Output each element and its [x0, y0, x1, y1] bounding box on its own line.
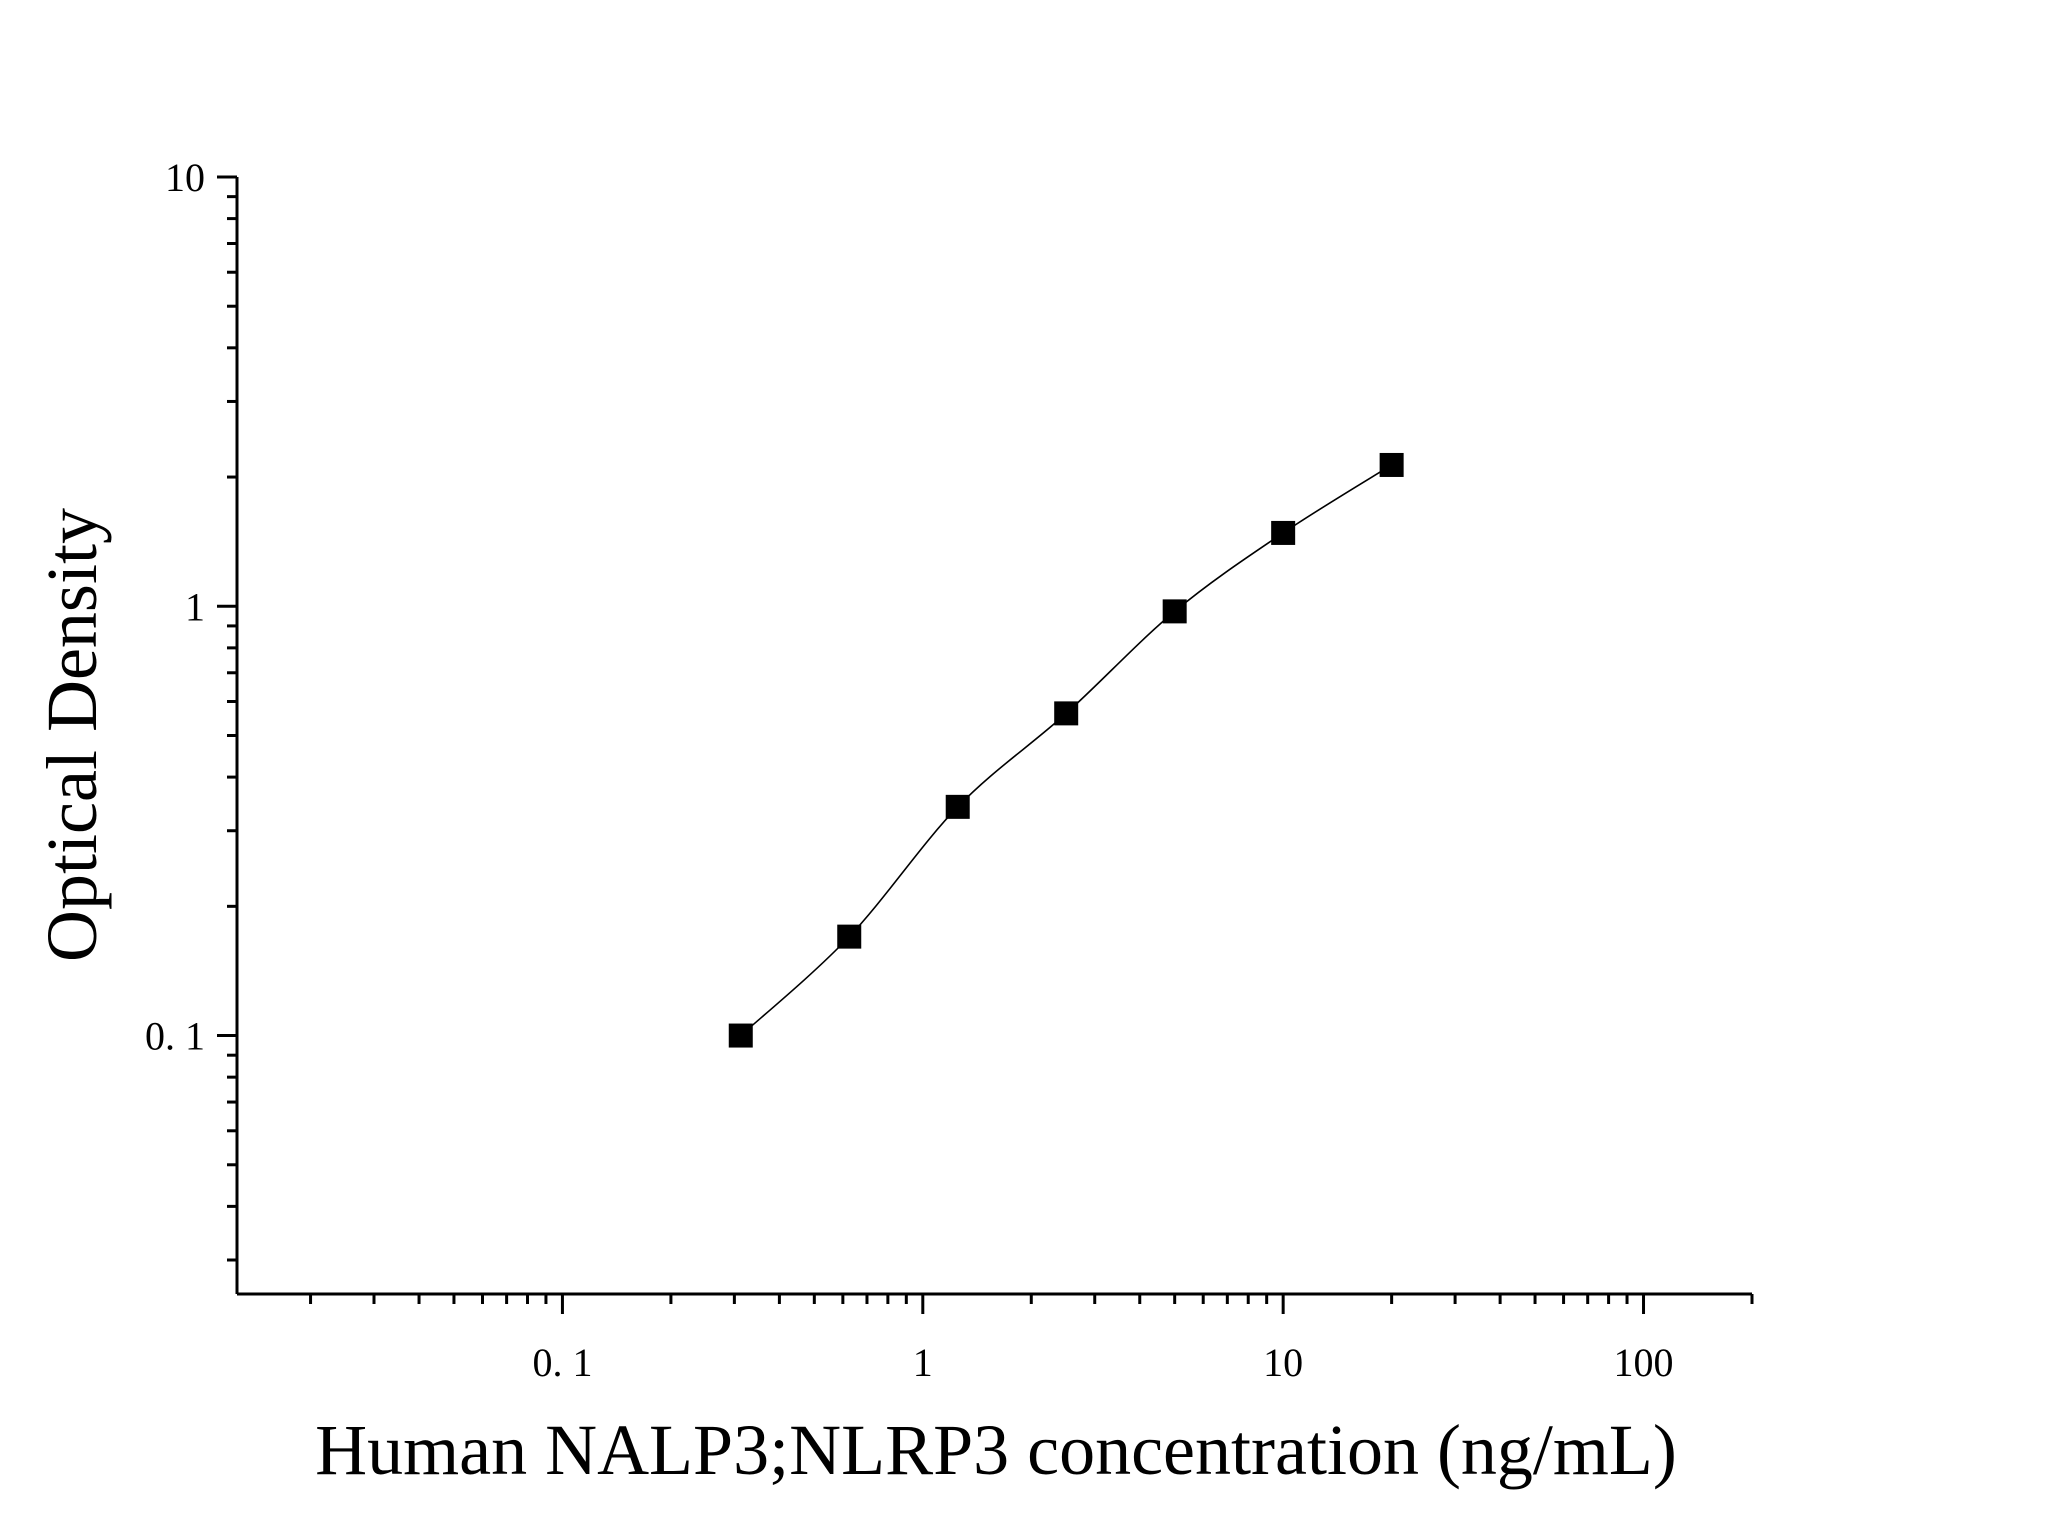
data-point-marker — [1162, 599, 1187, 624]
tick-labels: 0. 1 1 10 100 0. 1 1 10 — [145, 155, 1674, 1385]
x-tick-label: 0. 1 — [532, 1340, 592, 1385]
y-tick-label: 1 — [185, 584, 205, 629]
y-tick-label: 10 — [165, 155, 205, 200]
fit-curve — [740, 464, 1393, 1037]
data-point-marker — [837, 924, 862, 949]
x-tick-label: 100 — [1614, 1340, 1674, 1385]
data-points — [728, 452, 1404, 1048]
data-point-marker — [728, 1023, 753, 1048]
y-tick-label: 0. 1 — [145, 1014, 205, 1059]
x-tick-label: 10 — [1263, 1340, 1303, 1385]
data-point-marker — [1379, 452, 1404, 477]
x-axis-title: Human NALP3;NLRP3 concentration (ng/mL) — [315, 1410, 1677, 1490]
data-point-marker — [1054, 701, 1079, 726]
axes — [235, 177, 1752, 1296]
y-axis-title: Optical Density — [32, 508, 112, 962]
x-tick-label: 1 — [913, 1340, 933, 1385]
data-point-marker — [945, 794, 970, 819]
data-point-marker — [1271, 520, 1296, 545]
axis-ticks — [217, 175, 1754, 1314]
